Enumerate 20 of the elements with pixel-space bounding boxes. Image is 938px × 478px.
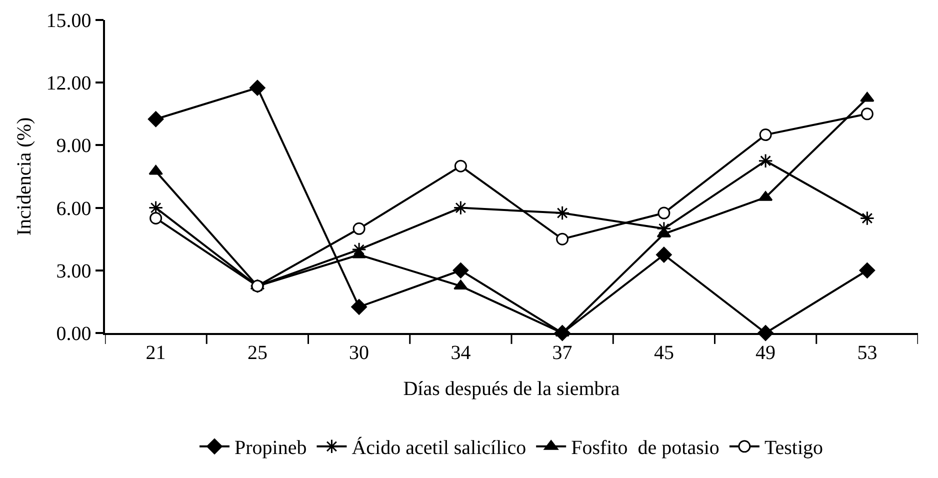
x-tick-label: 53 (857, 342, 878, 364)
y-tick-label: 3.00 (56, 260, 92, 282)
y-tick-label: 12.00 (46, 72, 92, 95)
x-tick-label: 25 (247, 342, 268, 364)
legend-label: Fosfito de potasio (571, 437, 720, 460)
x-tick-label: 37 (552, 342, 572, 364)
y-tick-label: 0.00 (56, 323, 92, 345)
x-axis-title: Días después de la siembra (403, 378, 620, 400)
x-tick-label: 45 (654, 342, 674, 364)
y-tick-label: 6.00 (56, 198, 92, 220)
legend-label: Propineb (234, 437, 307, 460)
x-tick-label: 49 (756, 342, 776, 364)
x-tick-label: 30 (349, 342, 370, 364)
legend-label: Ácido acetil salicílico (352, 436, 526, 460)
x-tick-label: 21 (146, 342, 166, 364)
legend-label: Testigo (764, 437, 824, 460)
y-tick-label: 15.00 (46, 10, 92, 32)
y-axis-title: Incidencia (%) (13, 117, 36, 236)
x-tick-label: 34 (450, 342, 471, 364)
y-tick-label: 9.00 (56, 135, 92, 158)
